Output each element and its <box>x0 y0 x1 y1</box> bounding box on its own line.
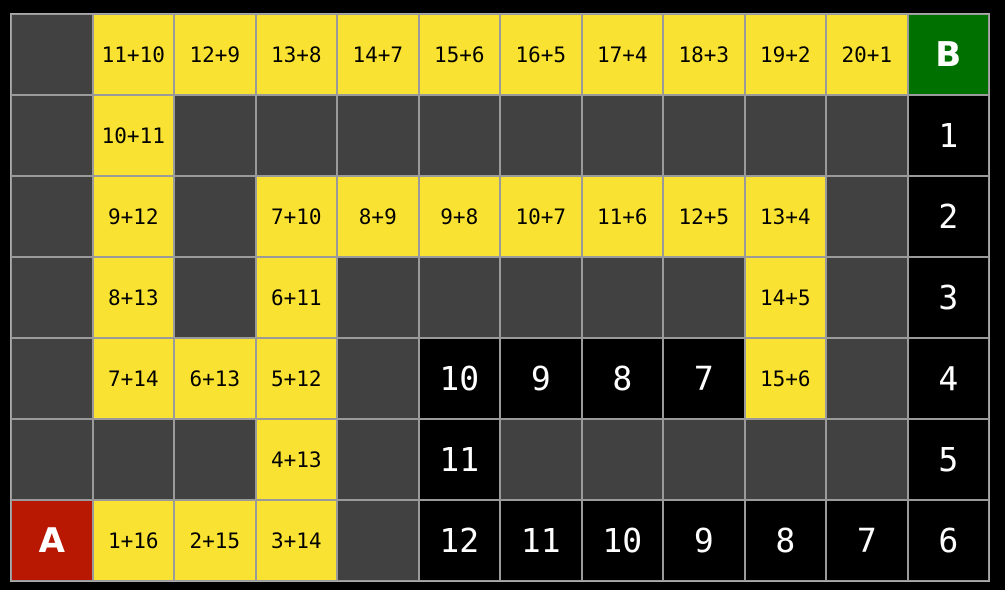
path-cell: 10+11 <box>92 95 174 176</box>
path-cell: 9+12 <box>92 176 174 257</box>
count-cell: 3 <box>907 257 989 338</box>
path-cell: 12+9 <box>174 14 256 95</box>
path-cell: 10+7 <box>500 176 582 257</box>
wall-cell <box>826 176 908 257</box>
wall-cell <box>337 257 419 338</box>
count-cell: 7 <box>663 338 745 419</box>
count-cell: 4 <box>907 338 989 419</box>
wall-cell <box>174 176 256 257</box>
count-cell: 8 <box>744 500 826 581</box>
wall-cell <box>744 95 826 176</box>
count-cell: 5 <box>907 419 989 500</box>
wall-cell <box>826 419 908 500</box>
wall-cell <box>500 257 582 338</box>
wall-cell <box>11 419 93 500</box>
wall-cell <box>663 257 745 338</box>
path-cell: 16+5 <box>500 14 582 95</box>
wall-cell <box>500 419 582 500</box>
path-cell: 9+8 <box>418 176 500 257</box>
count-cell: 6 <box>907 500 989 581</box>
path-cell: 7+14 <box>92 338 174 419</box>
wall-cell <box>255 95 337 176</box>
wall-cell <box>581 419 663 500</box>
wall-cell <box>11 14 93 95</box>
path-cell: 19+2 <box>744 14 826 95</box>
count-cell: 1 <box>907 95 989 176</box>
count-cell: 8 <box>581 338 663 419</box>
wall-cell <box>418 257 500 338</box>
wall-cell <box>337 95 419 176</box>
path-cell: 12+5 <box>663 176 745 257</box>
path-cell: 7+10 <box>255 176 337 257</box>
wall-cell <box>826 338 908 419</box>
path-cell: 15+6 <box>744 338 826 419</box>
path-cell: 17+4 <box>581 14 663 95</box>
count-cell: 9 <box>663 500 745 581</box>
wall-cell <box>663 95 745 176</box>
count-cell: 7 <box>826 500 908 581</box>
wall-cell <box>337 419 419 500</box>
path-cell: 3+14 <box>255 500 337 581</box>
count-cell: 10 <box>581 500 663 581</box>
count-cell: 11 <box>418 419 500 500</box>
wall-cell <box>11 176 93 257</box>
path-cell: 4+13 <box>255 419 337 500</box>
path-cell: 14+7 <box>337 14 419 95</box>
path-cell: 2+15 <box>174 500 256 581</box>
path-cell: 1+16 <box>92 500 174 581</box>
wall-cell <box>744 419 826 500</box>
count-cell: 12 <box>418 500 500 581</box>
wall-cell <box>826 257 908 338</box>
wall-cell <box>500 95 582 176</box>
wall-cell <box>92 419 174 500</box>
path-cell: 11+10 <box>92 14 174 95</box>
path-cell: 20+1 <box>826 14 908 95</box>
path-cell: 13+8 <box>255 14 337 95</box>
wall-cell <box>174 419 256 500</box>
wall-cell <box>581 95 663 176</box>
path-cell: 6+13 <box>174 338 256 419</box>
path-cell: 8+9 <box>337 176 419 257</box>
count-cell: 2 <box>907 176 989 257</box>
path-cell: 14+5 <box>744 257 826 338</box>
goal-cell-b: B <box>907 14 989 95</box>
path-cell: 18+3 <box>663 14 745 95</box>
wall-cell <box>337 338 419 419</box>
count-cell: 11 <box>500 500 582 581</box>
path-cell: 6+11 <box>255 257 337 338</box>
wall-cell <box>337 500 419 581</box>
wall-cell <box>418 95 500 176</box>
path-cell: 15+6 <box>418 14 500 95</box>
count-cell: 10 <box>418 338 500 419</box>
wall-cell <box>174 257 256 338</box>
game-grid: 11+10 12+9 13+8 14+7 15+6 16+5 17+4 18+3 19+2 20+… <box>10 13 990 582</box>
path-cell: 8+13 <box>92 257 174 338</box>
wall-cell <box>11 95 93 176</box>
wall-cell <box>826 95 908 176</box>
count-cell: 9 <box>500 338 582 419</box>
path-cell: 5+12 <box>255 338 337 419</box>
wall-cell <box>581 257 663 338</box>
path-cell: 13+4 <box>744 176 826 257</box>
path-cell: 11+6 <box>581 176 663 257</box>
wall-cell <box>174 95 256 176</box>
wall-cell <box>663 419 745 500</box>
wall-cell <box>11 257 93 338</box>
start-cell-a: A <box>11 500 93 581</box>
wall-cell <box>11 338 93 419</box>
